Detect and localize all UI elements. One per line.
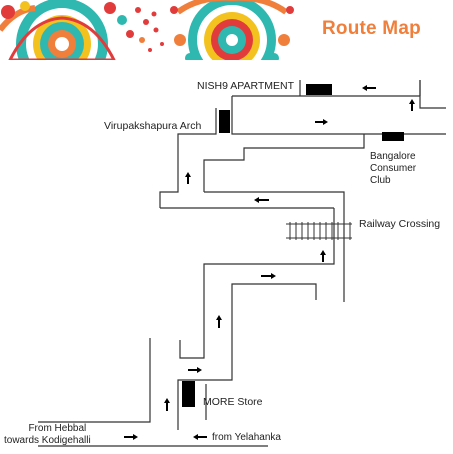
label-more-store: MORE Store [203, 396, 263, 408]
label-from-hebbal-line-1: From Hebbal [28, 423, 87, 434]
arrow-up-icon [216, 315, 222, 328]
label-consumer-club-line-2: Consumer [370, 163, 417, 174]
road-nish9-right [419, 80, 446, 109]
label-consumer-club: Bangalore Consumer Club [370, 151, 416, 187]
arrow-left-icon [254, 197, 269, 203]
road-mid-right [203, 134, 365, 192]
label-consumer-club-line-1: Bangalore [370, 151, 416, 162]
road-left-spur [38, 338, 151, 423]
arrow-right-icon [188, 367, 202, 373]
arrow-left-icon [362, 85, 376, 91]
arrow-up-icon [320, 250, 326, 262]
arrow-right-icon [124, 434, 138, 440]
label-from-hebbal-line-2: towards Kodigehalli [4, 435, 91, 446]
railway-crossing-symbol [286, 222, 352, 240]
mandala-decoration-center [170, 0, 294, 60]
virupakshapura-arch-marker [219, 110, 230, 133]
label-from-hebbal: From Hebbal towards Kodigehalli [4, 423, 91, 447]
arrow-left-icon [193, 434, 207, 440]
label-nish9-apartment: NISH9 APARTMENT [197, 80, 295, 92]
road-network [38, 80, 446, 447]
road-lower-step-b [177, 283, 317, 430]
page-title: Route Map [322, 18, 421, 39]
label-virupakshapura-arch: Virupakshapura Arch [104, 120, 202, 132]
road-lower-step-a [179, 248, 335, 359]
mandala-banner [0, 0, 294, 60]
more-store-marker [182, 381, 195, 407]
arrow-right-icon [315, 119, 328, 125]
label-from-yelahanka: from Yelahanka [212, 432, 281, 443]
label-railway-crossing: Railway Crossing [359, 218, 441, 230]
arrow-right-icon [261, 273, 276, 279]
label-consumer-club-line-3: Club [370, 175, 391, 186]
direction-arrows [124, 85, 415, 440]
road-arch-left [159, 108, 217, 208]
consumer-club-marker [382, 132, 404, 141]
arrow-up-icon [185, 172, 191, 184]
road-upper-step [231, 96, 446, 135]
mandala-decoration-left [0, 0, 164, 60]
arrow-up-icon [164, 398, 170, 411]
arrow-up-icon [409, 99, 415, 111]
nish9-apartment-marker [306, 84, 332, 95]
road-mid-right-lower [204, 191, 345, 302]
